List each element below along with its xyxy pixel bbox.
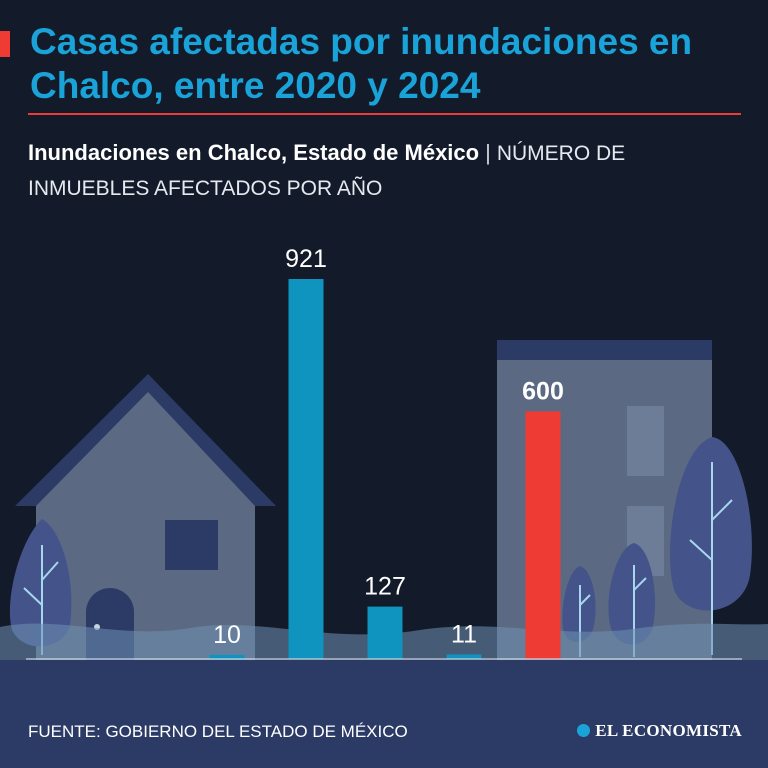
- tree-illustrations: [9, 437, 752, 657]
- value-label-2022: 127: [364, 573, 406, 601]
- subtitle-separator: |: [485, 140, 491, 165]
- building-window-upper: [627, 406, 664, 476]
- subtitle-strong: Inundaciones en Chalco, Estado de México: [28, 140, 480, 165]
- bar-2022: [367, 606, 403, 659]
- bar-2021: [288, 279, 324, 659]
- footer-band: [0, 660, 768, 768]
- house-window: [165, 520, 218, 570]
- house-wall: [36, 392, 255, 660]
- title-rule: [28, 113, 741, 115]
- bar-2024: [525, 411, 561, 659]
- tree-right-large-branch: [689, 462, 733, 655]
- brand-logo: EL ECONOMISTA: [577, 721, 742, 741]
- bar-2023: [446, 654, 482, 659]
- tree-right-mid: [608, 543, 656, 645]
- chart-subtitle: Inundaciones en Chalco, Estado de México…: [28, 136, 743, 206]
- value-label-2023: 11: [451, 620, 477, 648]
- value-label-2020: 10: [213, 621, 241, 649]
- tree-right-small: [562, 566, 596, 643]
- title-accent-bar: [0, 31, 10, 57]
- page-title: Casas afectadas por inundaciones en Chal…: [30, 21, 693, 106]
- bars-layer: [209, 279, 561, 659]
- tree-left: [9, 519, 72, 647]
- globe-icon: [577, 724, 591, 737]
- subtitle-unit: NÚMERO DE INMUEBLES AFECTADOS POR AÑO: [28, 142, 626, 200]
- value-label-2021: 921: [285, 245, 327, 273]
- tree-right-large: [669, 437, 752, 611]
- source-note: FUENTE: GOBIERNO DEL ESTADO DE MÉXICO: [28, 722, 408, 741]
- building-roof: [497, 340, 712, 360]
- value-label-2024: 600: [522, 377, 564, 405]
- bar-2020: [209, 654, 245, 659]
- brand-name: EL ECONOMISTA: [595, 721, 742, 740]
